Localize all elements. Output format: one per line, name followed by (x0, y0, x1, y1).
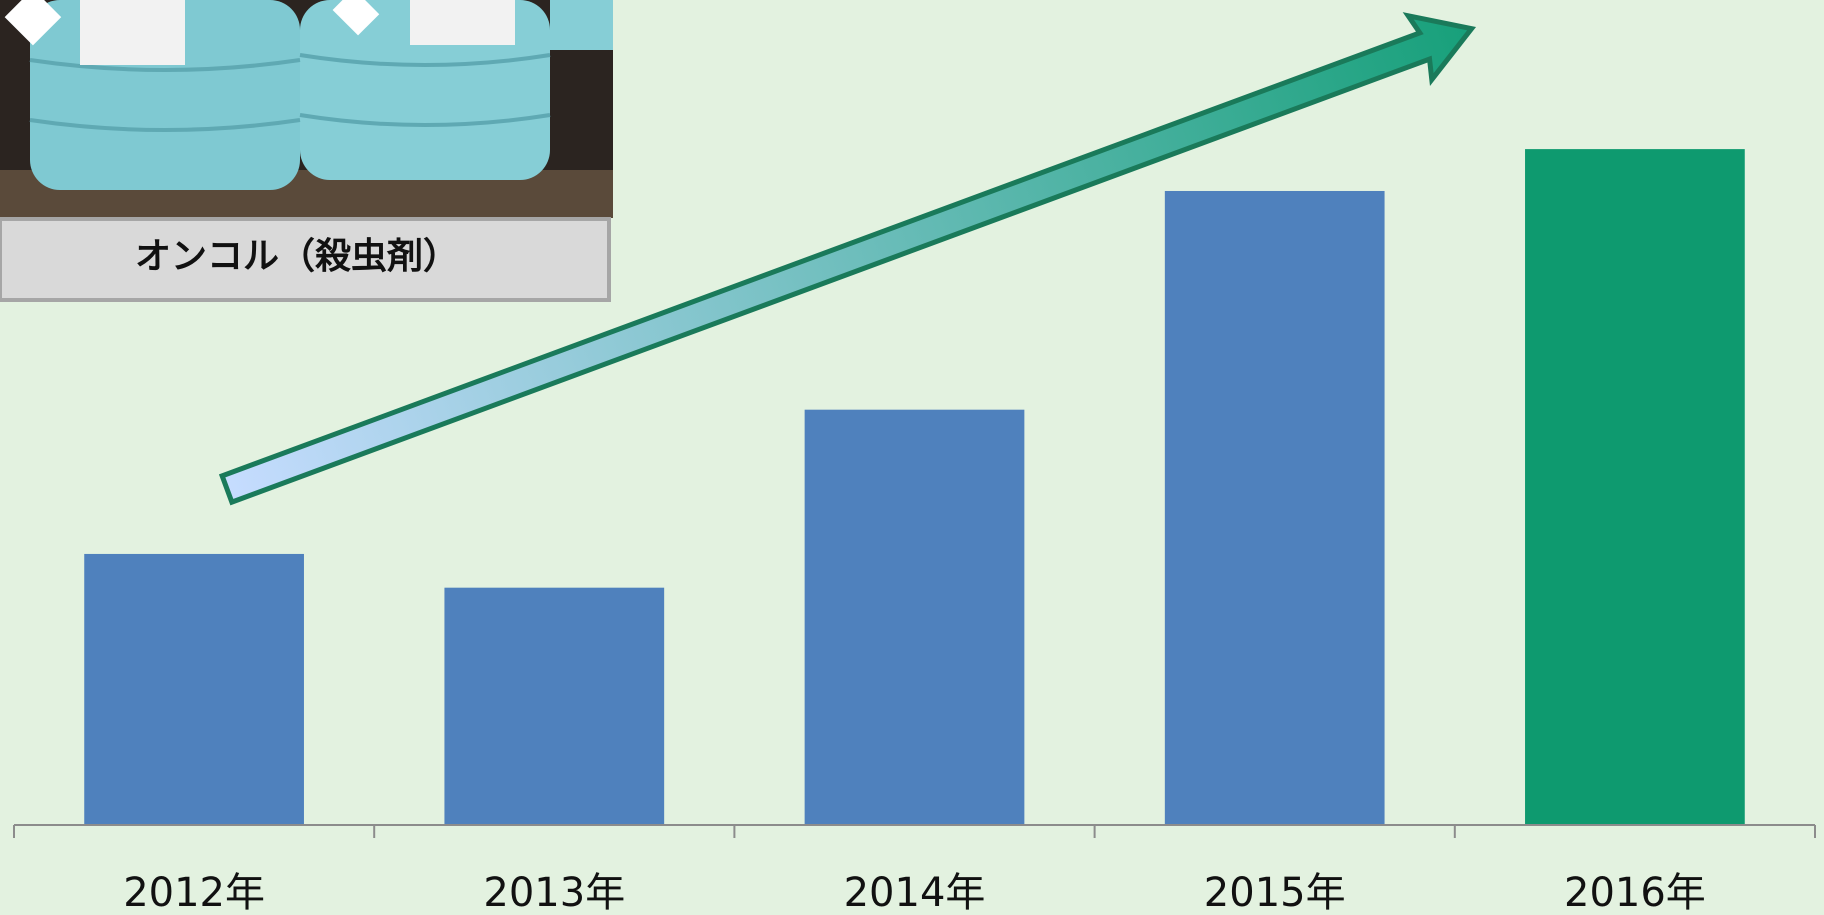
caption: オンコル（殺虫剤） (135, 236, 459, 277)
x-tick-label: 2015年 (1204, 870, 1346, 915)
trend-arrow (218, 12, 1477, 506)
x-tick-label: 2014年 (844, 870, 986, 915)
bar (1525, 149, 1745, 825)
x-tick-label: 2016年 (1564, 870, 1706, 915)
plot: 2012年 2013年 2014年 2015年 2016年 (13, 149, 1816, 915)
x-tick-label: 2012年 (123, 870, 265, 915)
bar (804, 409, 1025, 825)
bar (1164, 190, 1385, 825)
bar (444, 587, 665, 825)
caption-box (0, 217, 611, 302)
bar (84, 553, 304, 825)
photo (0, 0, 613, 218)
x-tick-label: 2013年 (483, 870, 625, 915)
